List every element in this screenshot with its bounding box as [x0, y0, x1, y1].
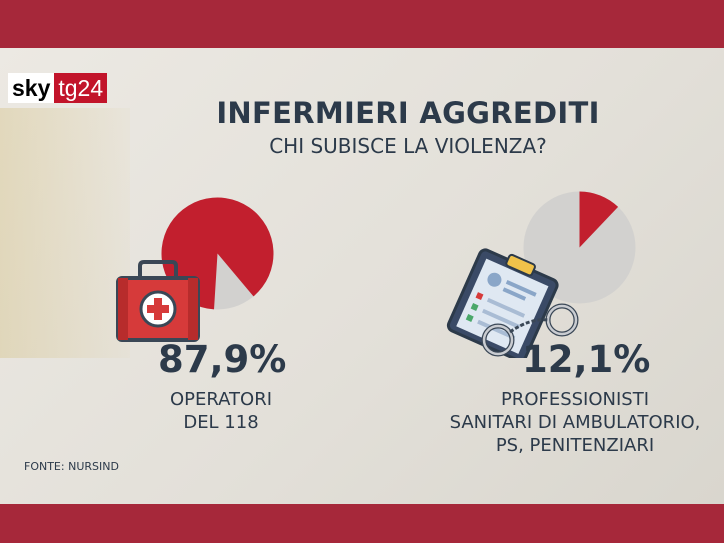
top-band — [0, 0, 724, 48]
caption-operatori: OPERATORI DEL 118 — [162, 388, 280, 434]
caption-line: SANITARI DI AMBULATORIO, — [449, 412, 701, 433]
infographic-title: INFERMIERI AGGREDITI — [216, 96, 600, 130]
logo-tg24: tg24 — [54, 73, 108, 103]
background-paper — [0, 108, 130, 358]
pie-chart-professionisti — [523, 191, 636, 304]
pie-slice-professionisti — [579, 191, 619, 248]
caption-line: OPERATORI — [169, 389, 273, 410]
first-aid-kit-icon — [116, 260, 200, 342]
logo-sky: sky — [8, 73, 55, 103]
percentage-operatori: 87,9% — [158, 338, 287, 381]
caption-professionisti: PROFESSIONISTI SANITARI DI AMBULATORIO, … — [432, 388, 718, 457]
infographic-subtitle: CHI SUBISCE LA VIOLENZA? — [269, 134, 547, 158]
caption-line: PS, PENITENZIARI — [495, 435, 655, 456]
percentage-professionisti: 12,1% — [522, 338, 651, 381]
source-credit: FONTE: NURSIND — [24, 460, 119, 473]
caption-line: PROFESSIONISTI — [500, 389, 650, 410]
skytg24-logo: sky tg24 — [8, 73, 108, 103]
clipboard-handcuffs-icon — [446, 248, 579, 358]
caption-line: DEL 118 — [183, 412, 259, 433]
bottom-band — [0, 504, 724, 543]
infographic-stage: sky tg24 INFERMIERI AGGREDITI CHI SUBISC… — [0, 48, 724, 504]
